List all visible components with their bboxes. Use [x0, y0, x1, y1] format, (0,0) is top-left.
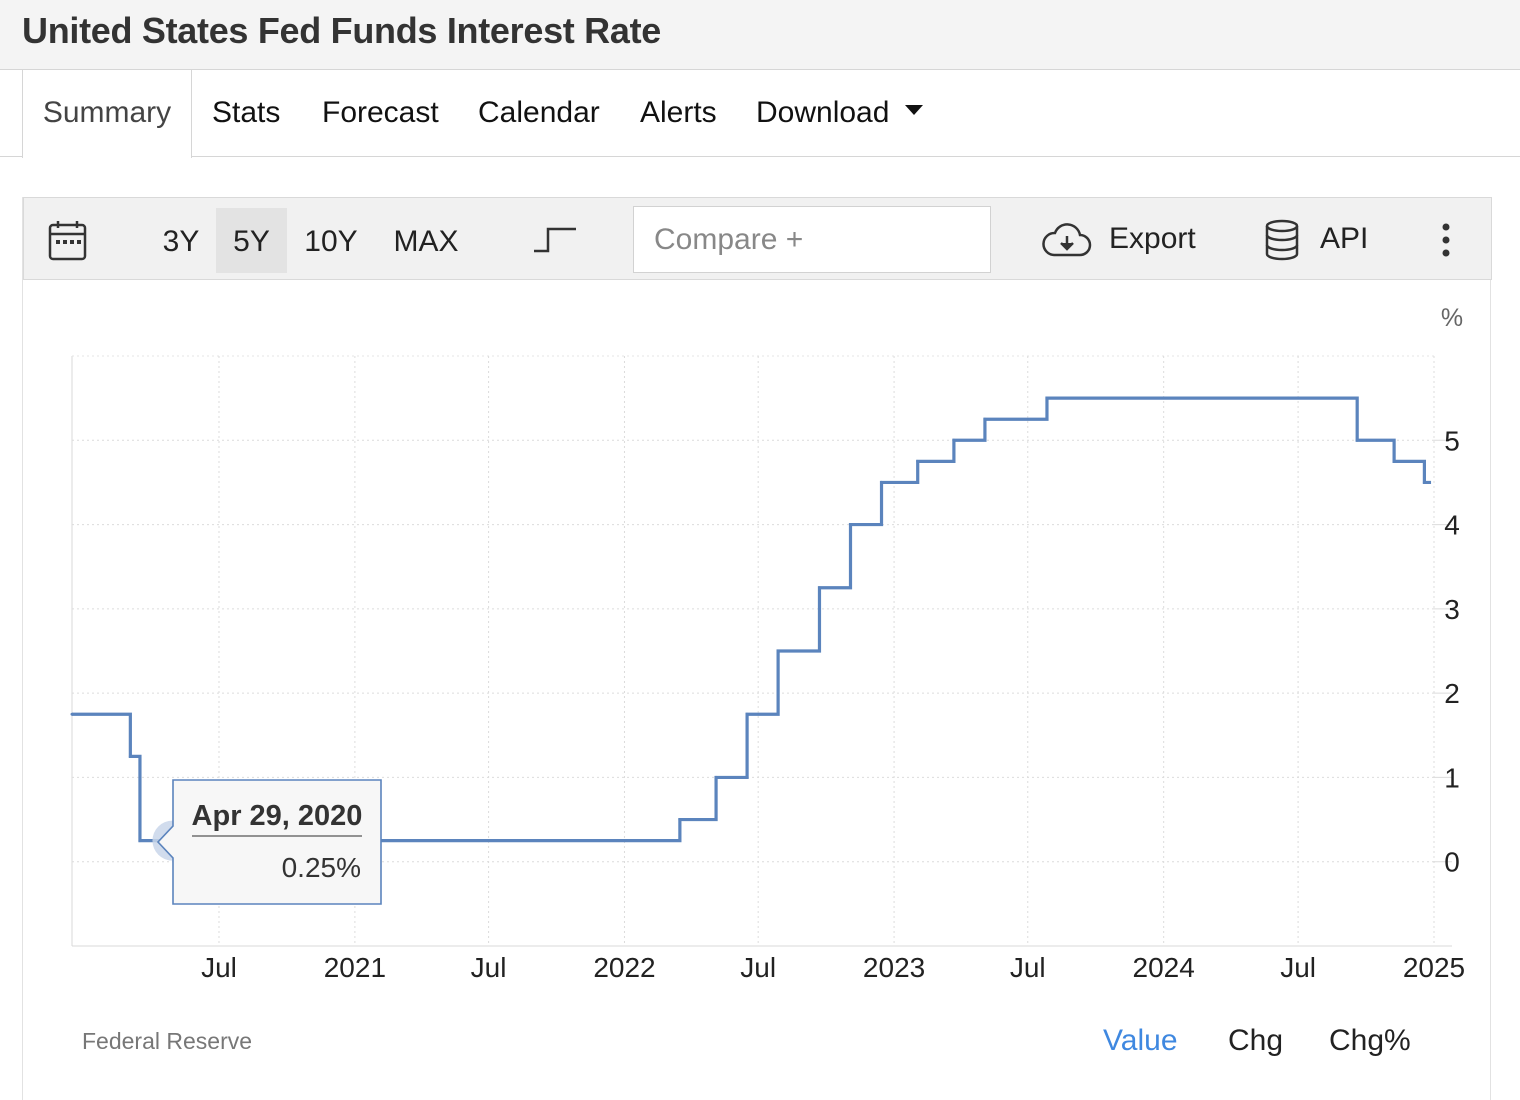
export-button[interactable]: Export — [1109, 222, 1196, 255]
data-point — [776, 649, 780, 653]
x-tick-label: Jul — [1280, 952, 1316, 983]
tooltip: Apr 29, 2020 0.25% — [156, 779, 382, 905]
data-point — [138, 839, 142, 843]
x-tick-label: 2024 — [1133, 952, 1195, 983]
x-tick-label: 2022 — [593, 952, 655, 983]
mode-chg-pct[interactable]: Chg% — [1329, 1024, 1411, 1057]
data-point — [678, 818, 682, 822]
y-tick-label: 3 — [1444, 594, 1460, 625]
x-tick-label: Jul — [471, 952, 507, 983]
caret-down-icon — [905, 105, 924, 116]
tab-stats[interactable]: Stats — [212, 96, 281, 129]
range-10y[interactable]: 10Y — [304, 225, 358, 258]
tab-calendar[interactable]: Calendar — [478, 96, 600, 129]
data-point — [714, 775, 718, 779]
chart-toolbar: 3Y 5Y 10Y MAX Compare + Export API — [23, 197, 1492, 280]
y-tick-label: 4 — [1444, 510, 1460, 541]
x-tick-label: Jul — [1010, 952, 1046, 983]
data-point — [880, 480, 884, 484]
step-line-icon[interactable] — [532, 225, 578, 255]
series-line — [72, 396, 1432, 843]
page-title: United States Fed Funds Interest Rate — [22, 10, 662, 51]
cloud-download-icon[interactable] — [1042, 223, 1092, 259]
y-tick-label: 1 — [1444, 762, 1460, 793]
database-icon[interactable] — [1264, 218, 1300, 262]
tab-download-label: Download — [756, 96, 890, 129]
y-tick-label: 2 — [1444, 678, 1460, 709]
chart-panel: 3Y 5Y 10Y MAX Compare + Export API — [22, 197, 1492, 1100]
x-tick-label: 2023 — [863, 952, 925, 983]
data-point — [983, 417, 987, 421]
x-tick-label: Jul — [740, 952, 776, 983]
data-point — [1355, 438, 1359, 442]
range-max[interactable]: MAX — [393, 225, 459, 258]
x-tick-label: Jul — [201, 952, 237, 983]
y-tick-label: 0 — [1444, 847, 1460, 878]
tab-alerts[interactable]: Alerts — [640, 96, 717, 129]
range-5y[interactable]: 5Y — [216, 208, 287, 273]
data-point — [745, 712, 749, 716]
tooltip-date: Apr 29, 2020 — [192, 800, 363, 832]
api-button[interactable]: API — [1320, 222, 1369, 255]
more-vert-icon[interactable] — [1440, 222, 1452, 258]
source-label: Federal Reserve — [82, 1028, 253, 1054]
range-3y[interactable]: 3Y — [162, 225, 200, 258]
data-point — [952, 438, 956, 442]
data-point — [1392, 459, 1396, 463]
y-axis-unit-label: % — [1441, 304, 1463, 332]
tab-summary[interactable]: Summary — [22, 70, 192, 158]
data-point — [848, 523, 852, 527]
tab-download[interactable]: Download — [756, 70, 924, 157]
calendar-icon[interactable] — [48, 220, 88, 262]
data-point — [916, 459, 920, 463]
data-point — [70, 712, 74, 716]
data-point — [1422, 480, 1426, 484]
title-bar: United States Fed Funds Interest Rate — [0, 0, 1520, 70]
mode-chg[interactable]: Chg — [1228, 1024, 1284, 1057]
data-point — [1045, 396, 1049, 400]
tab-forecast[interactable]: Forecast — [322, 96, 439, 129]
x-tick-label: 2025 — [1403, 952, 1465, 983]
tooltip-box — [156, 779, 382, 905]
data-point — [128, 754, 132, 758]
x-tick-label: 2021 — [324, 952, 386, 983]
compare-input[interactable]: Compare + — [633, 206, 991, 273]
mode-value[interactable]: Value — [1103, 1024, 1178, 1057]
tooltip-value: 0.25% — [282, 852, 361, 883]
tab-bar: Summary Stats Forecast Calendar Alerts D… — [0, 70, 1520, 158]
y-tick-label: 5 — [1444, 425, 1460, 456]
data-point — [817, 586, 821, 590]
